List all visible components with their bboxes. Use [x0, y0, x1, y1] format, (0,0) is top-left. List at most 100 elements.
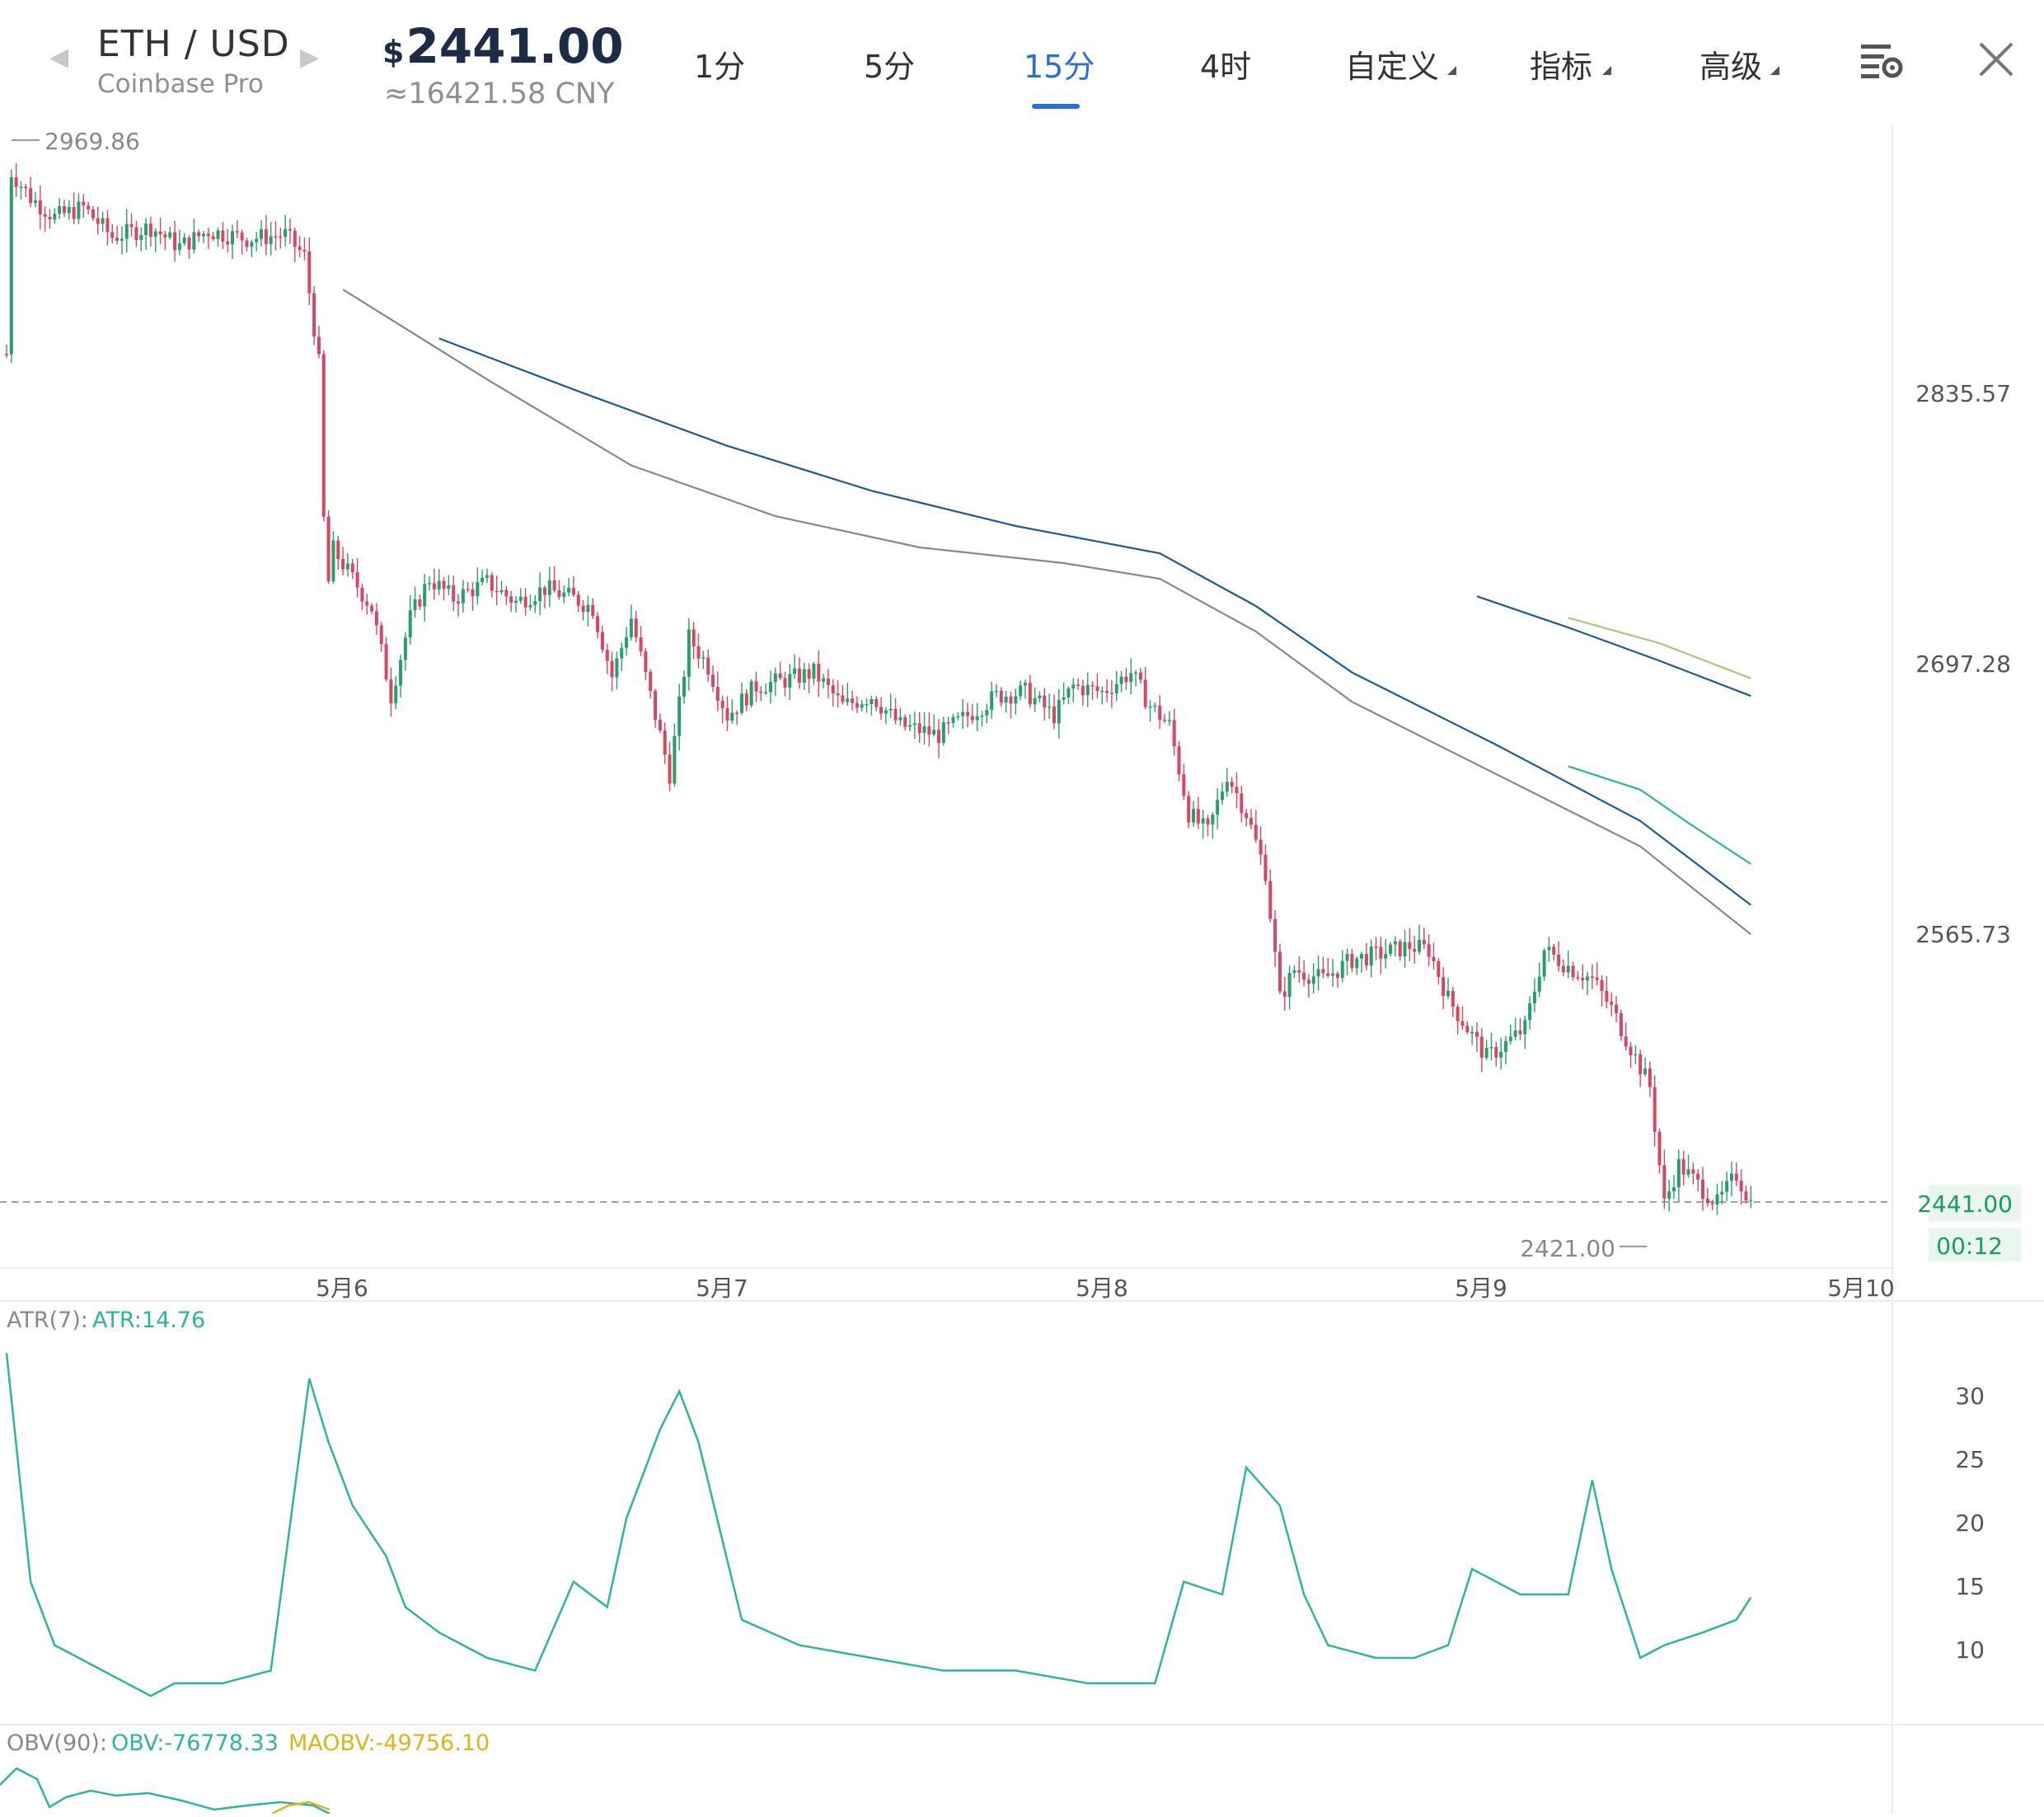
- atr-y-tick: 10: [1955, 1636, 1985, 1664]
- close-icon[interactable]: [1978, 41, 2014, 81]
- candle-down: [1744, 1191, 1748, 1201]
- candle-down: [490, 575, 494, 591]
- candle-up: [255, 238, 259, 242]
- candle-down: [1326, 973, 1330, 976]
- y-tick-label: 2835.57: [1915, 380, 2011, 407]
- atr-value: ATR:14.76: [92, 1308, 205, 1333]
- settings-list-icon[interactable]: [1859, 40, 1906, 84]
- price-chart[interactable]: 2835.57 2697.28 2565.73 5月6 5月7 5月8 5月9 …: [0, 124, 2044, 1815]
- candle-up: [1586, 976, 1590, 981]
- candle-down: [1413, 949, 1417, 952]
- candle-down: [1561, 965, 1565, 973]
- candle-up: [1725, 1181, 1729, 1192]
- candle-down: [211, 236, 215, 239]
- candle-up: [1225, 782, 1229, 792]
- candle-up: [1715, 1194, 1719, 1205]
- candle-down: [173, 232, 177, 251]
- candle-down: [725, 708, 729, 721]
- candle-down: [1240, 793, 1244, 814]
- candle-down: [1268, 880, 1273, 919]
- candle-down: [374, 611, 378, 626]
- candle-down: [1095, 686, 1099, 692]
- candle-up: [399, 660, 403, 686]
- candle-down: [1437, 960, 1441, 978]
- candle-up: [870, 698, 874, 705]
- candle-down: [831, 685, 835, 694]
- prev-pair-icon[interactable]: ◀: [49, 43, 69, 72]
- candle-up: [120, 238, 124, 241]
- candle-down: [432, 583, 436, 589]
- candle-up: [865, 704, 869, 706]
- candle-up: [518, 596, 523, 601]
- candle-down: [1138, 672, 1142, 680]
- candle-down: [1249, 818, 1253, 825]
- obv-value: OBV:-76778.33: [111, 1730, 279, 1756]
- candle-down: [134, 227, 138, 241]
- candle-up: [1634, 1054, 1638, 1056]
- candle-up: [1686, 1169, 1690, 1175]
- candle-down: [605, 650, 609, 661]
- next-pair-icon[interactable]: ▶: [300, 43, 320, 72]
- chart-area[interactable]: 2835.57 2697.28 2565.73 5月6 5月7 5月8 5月9 …: [0, 124, 2044, 1815]
- candle-down: [38, 200, 42, 214]
- y-tick-label: 2565.73: [1915, 921, 2011, 948]
- candle-down: [1282, 991, 1287, 998]
- candle-down: [581, 605, 585, 613]
- candle-up: [19, 186, 23, 189]
- candle-down: [87, 205, 91, 209]
- tab-4hour[interactable]: 4时: [1200, 49, 1252, 85]
- candle-up: [1672, 1187, 1676, 1192]
- candle-down: [293, 230, 297, 247]
- candle-down: [715, 687, 720, 702]
- candle-up: [139, 235, 143, 241]
- obv-title: OBV(90):: [7, 1730, 107, 1756]
- candle-up: [269, 236, 273, 245]
- candle-up: [437, 580, 441, 589]
- candle-down: [759, 691, 763, 693]
- candle-up: [513, 600, 518, 603]
- candle-up: [408, 610, 412, 638]
- candle-down: [1595, 977, 1599, 980]
- tab-indicators[interactable]: 指标: [1530, 49, 1593, 85]
- candle-up: [768, 682, 772, 693]
- candle-down: [1451, 990, 1455, 1007]
- candle-down: [893, 708, 898, 721]
- candle-down: [110, 232, 115, 238]
- candle-down: [279, 237, 283, 238]
- candle-down: [999, 690, 1003, 703]
- atr-y-tick: 30: [1955, 1383, 1985, 1410]
- candle-down: [1710, 1203, 1714, 1205]
- candle-down: [129, 223, 134, 228]
- candle-up: [1023, 683, 1027, 686]
- candle-down: [1696, 1173, 1700, 1180]
- candle-up: [481, 577, 485, 583]
- candle-up: [562, 592, 566, 598]
- candle-up: [682, 676, 687, 697]
- candle-down: [1230, 782, 1234, 787]
- candle-up: [476, 582, 480, 597]
- candle-down: [668, 754, 672, 784]
- candle-down: [341, 558, 345, 570]
- candle-up: [1676, 1158, 1681, 1188]
- candle-down: [379, 625, 383, 645]
- candle-down: [1105, 690, 1109, 693]
- countdown-label: 00:12: [1936, 1232, 2003, 1260]
- tab-1min[interactable]: 1分: [694, 49, 746, 85]
- trading-pair[interactable]: ETH / USD: [97, 23, 290, 65]
- candle-up: [1393, 941, 1397, 945]
- tab-custom[interactable]: 自定义: [1345, 49, 1440, 85]
- tab-advanced[interactable]: 高级: [1699, 49, 1763, 85]
- candle-down: [235, 231, 239, 233]
- candle-down: [917, 723, 921, 734]
- candle-down: [1465, 1026, 1470, 1032]
- tab-15min[interactable]: 15分: [1024, 49, 1095, 85]
- candle-down: [91, 209, 95, 218]
- tab-5min[interactable]: 5分: [864, 49, 916, 85]
- candle-down: [1143, 679, 1147, 707]
- candle-down: [1109, 693, 1113, 694]
- candle-down: [663, 730, 667, 755]
- candle-down: [1254, 824, 1258, 840]
- candle-up: [67, 207, 71, 214]
- candle-down: [523, 596, 527, 608]
- candle-down: [48, 217, 52, 220]
